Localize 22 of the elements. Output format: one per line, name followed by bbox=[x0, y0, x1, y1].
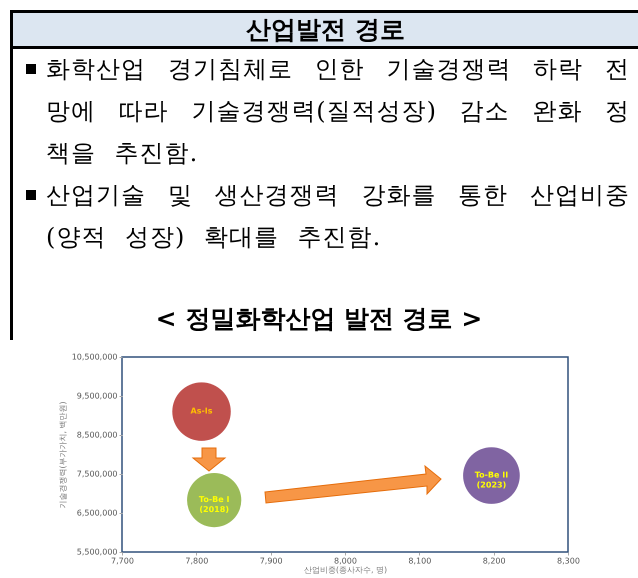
series-label: To-Be II (2023) bbox=[474, 470, 508, 490]
text: 산업기술 및 생산경쟁력 강화를 통한 산업비중(양적 성장) 확대를 추진함. bbox=[46, 181, 630, 251]
text: 화학산업 경기침체로 인한 기술경쟁력 하락 전망에 따라 기술경쟁력(질적성장) 감소 완화 정책을 추진함. bbox=[46, 55, 630, 167]
text: 산업발전 경로 bbox=[13, 13, 638, 49]
y-axis-title: 기술경쟁력(부가가치, 백만원) bbox=[58, 401, 68, 509]
chart-title: < 정밀화학산업 발전 경로 > bbox=[154, 303, 484, 335]
x-tick-label: 8,300 bbox=[557, 556, 580, 566]
y-tick-label: 6,500,000 bbox=[76, 508, 118, 518]
y-tick-label: 9,500,000 bbox=[76, 392, 118, 400]
y-tick-label: 5,500,000 bbox=[76, 548, 118, 556]
x-tick-label: 8,000 bbox=[334, 556, 357, 566]
y-tick-label: 8,500,000 bbox=[76, 430, 118, 440]
y-tick-label: 10,500,000 bbox=[72, 352, 118, 362]
x-tick-label: 7,700 bbox=[111, 556, 134, 566]
x-tick-label: 7,900 bbox=[260, 556, 283, 566]
series-label: As-Is bbox=[190, 406, 213, 416]
y-tick-label: 7,500,000 bbox=[76, 470, 118, 478]
x-tick-label: 8,100 bbox=[408, 556, 432, 566]
x-tick-label: 7,800 bbox=[185, 556, 208, 566]
x-tick-label: 8,200 bbox=[482, 556, 506, 566]
x-axis-title: 산업비중(종사자수, 명) bbox=[304, 566, 388, 574]
series-label: To-Be I (2018) bbox=[198, 495, 230, 514]
